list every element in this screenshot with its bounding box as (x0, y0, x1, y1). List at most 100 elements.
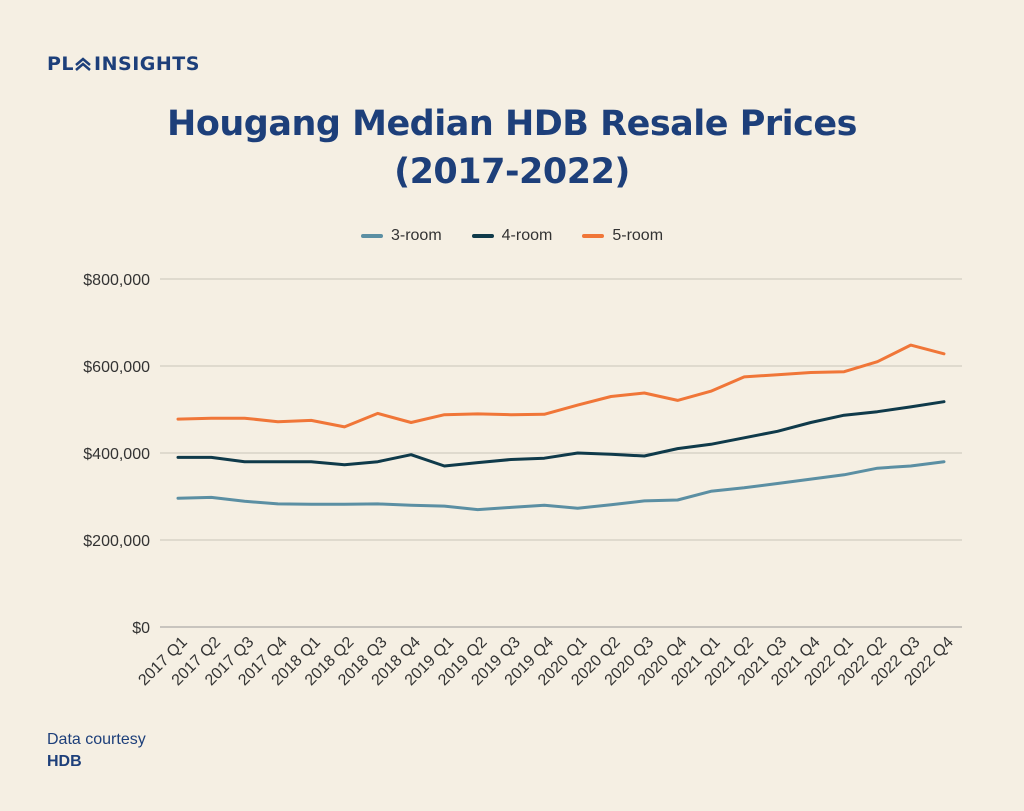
data-point-4-room (943, 400, 946, 403)
data-point-3-room (376, 502, 379, 505)
data-point-5-room (177, 418, 180, 421)
data-point-5-room (609, 395, 612, 398)
chart-legend: 3-room 4-room 5-room (0, 227, 1024, 245)
data-point-3-room (177, 497, 180, 500)
data-point-4-room (609, 453, 612, 456)
data-point-4-room (776, 430, 779, 433)
data-point-3-room (343, 503, 346, 506)
data-point-4-room (210, 456, 213, 459)
y-tick-label: $800,000 (83, 272, 150, 289)
chart-title-line-2: (2017-2022) (394, 152, 630, 192)
data-point-4-room (476, 461, 479, 464)
data-point-4-room (876, 410, 879, 413)
data-point-4-room (443, 465, 446, 468)
series-line-4-room (176, 400, 946, 468)
data-point-4-room (576, 452, 579, 455)
data-point-4-room (643, 455, 646, 458)
data-point-3-room (643, 499, 646, 502)
data-point-5-room (909, 344, 912, 347)
brand-name: INSIGHTS (94, 53, 200, 75)
legend-item-4-room: 4-room (471, 227, 553, 245)
data-point-4-room (510, 458, 513, 461)
brand-logo: PL INSIGHTS (47, 53, 200, 75)
data-point-5-room (743, 375, 746, 378)
chart-title: Hougang Median HDB Resale Prices (2017-2… (0, 100, 1024, 196)
data-point-5-room (510, 413, 513, 416)
data-point-3-room (809, 478, 812, 481)
data-point-5-room (576, 404, 579, 407)
data-point-3-room (609, 503, 612, 506)
data-point-5-room (210, 417, 213, 420)
data-point-3-room (909, 465, 912, 468)
data-point-5-room (343, 425, 346, 428)
data-point-3-room (210, 496, 213, 499)
data-point-3-room (276, 502, 279, 505)
data-point-3-room (876, 467, 879, 470)
data-point-5-room (876, 360, 879, 363)
legend-swatch (471, 234, 494, 238)
data-point-5-room (410, 421, 413, 424)
data-point-3-room (443, 505, 446, 508)
legend-item-3-room: 3-room (360, 227, 442, 245)
data-point-3-room (476, 508, 479, 511)
data-source-name: HDB (47, 753, 82, 770)
data-point-3-room (943, 460, 946, 463)
data-point-4-room (843, 414, 846, 417)
brand-mark-icon (75, 57, 91, 71)
series-line-3-room (176, 460, 946, 512)
data-point-5-room (709, 390, 712, 393)
data-point-4-room (276, 460, 279, 463)
data-point-3-room (843, 473, 846, 476)
data-point-3-room (709, 490, 712, 493)
data-point-4-room (243, 460, 246, 463)
data-point-5-room (310, 419, 313, 422)
data-point-3-room (310, 503, 313, 506)
chart-title-line-1: Hougang Median HDB Resale Prices (167, 104, 857, 144)
data-point-4-room (376, 460, 379, 463)
data-point-4-room (177, 456, 180, 459)
data-point-4-room (343, 463, 346, 466)
data-point-5-room (543, 413, 546, 416)
data-point-5-room (643, 391, 646, 394)
legend-label: 4-room (501, 227, 553, 244)
brand-logo-prefix: PL (47, 53, 75, 75)
data-point-4-room (909, 405, 912, 408)
data-point-4-room (310, 460, 313, 463)
y-tick-label: $0 (132, 620, 150, 637)
y-tick-label: $200,000 (83, 533, 150, 550)
data-point-3-room (576, 507, 579, 510)
y-tick-label: $400,000 (83, 446, 150, 463)
data-point-3-room (543, 504, 546, 507)
data-point-5-room (943, 352, 946, 355)
data-point-3-room (776, 482, 779, 485)
data-point-5-room (476, 412, 479, 415)
data-point-3-room (676, 498, 679, 501)
data-point-3-room (410, 504, 413, 507)
y-tick-label: $600,000 (83, 359, 150, 376)
data-point-4-room (543, 457, 546, 460)
data-point-5-room (443, 413, 446, 416)
data-point-4-room (410, 453, 413, 456)
data-point-4-room (709, 443, 712, 446)
data-point-4-room (809, 421, 812, 424)
legend-item-5-room: 5-room (582, 227, 663, 245)
data-point-4-room (676, 447, 679, 450)
legend-swatch (582, 234, 605, 238)
data-point-3-room (510, 506, 513, 509)
data-point-5-room (243, 417, 246, 420)
data-point-5-room (676, 399, 679, 402)
data-point-5-room (376, 412, 379, 415)
data-point-5-room (276, 420, 279, 423)
data-source-label: Data courtesy (47, 731, 146, 748)
data-point-4-room (743, 436, 746, 439)
data-point-5-room (843, 370, 846, 373)
data-point-3-room (243, 500, 246, 503)
series-line-5-room (176, 343, 946, 429)
data-point-5-room (809, 371, 812, 374)
data-source-note: Data courtesy HDB (47, 729, 146, 773)
data-point-5-room (776, 373, 779, 376)
legend-swatch (360, 234, 383, 238)
data-point-3-room (743, 486, 746, 489)
legend-label: 3-room (390, 227, 442, 244)
